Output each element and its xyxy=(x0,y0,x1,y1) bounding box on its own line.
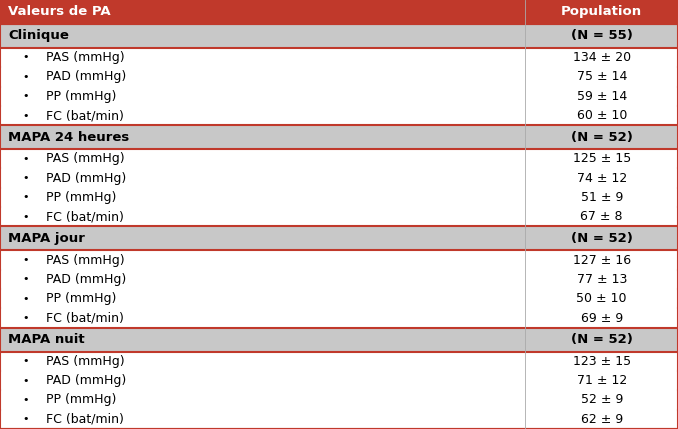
Text: •: • xyxy=(22,294,29,304)
Text: •: • xyxy=(22,91,29,101)
Bar xyxy=(0,227,678,251)
Text: 52 ± 9: 52 ± 9 xyxy=(580,393,623,407)
Text: •: • xyxy=(22,414,29,424)
Text: PAS (mmHg): PAS (mmHg) xyxy=(46,355,125,368)
Text: PAS (mmHg): PAS (mmHg) xyxy=(46,254,125,266)
Text: •: • xyxy=(22,193,29,202)
Text: 51 ± 9: 51 ± 9 xyxy=(580,191,623,204)
Text: 74 ± 12: 74 ± 12 xyxy=(576,172,627,184)
Text: 71 ± 12: 71 ± 12 xyxy=(576,374,627,387)
Text: PAS (mmHg): PAS (mmHg) xyxy=(46,51,125,64)
Text: MAPA nuit: MAPA nuit xyxy=(8,333,85,346)
Bar xyxy=(0,390,678,410)
Bar xyxy=(0,125,678,149)
Bar xyxy=(0,328,678,352)
Text: •: • xyxy=(22,356,29,366)
Bar xyxy=(0,67,678,87)
Text: •: • xyxy=(22,111,29,121)
Text: •: • xyxy=(22,275,29,284)
Bar xyxy=(0,24,678,48)
Text: PP (mmHg): PP (mmHg) xyxy=(46,191,117,204)
Bar xyxy=(0,188,678,207)
Text: PAS (mmHg): PAS (mmHg) xyxy=(46,152,125,165)
Bar xyxy=(0,48,678,67)
Bar xyxy=(0,308,678,328)
Text: •: • xyxy=(22,313,29,323)
Text: •: • xyxy=(22,376,29,386)
Text: •: • xyxy=(22,154,29,164)
Text: 134 ± 20: 134 ± 20 xyxy=(573,51,631,64)
Text: (N = 52): (N = 52) xyxy=(571,131,633,144)
Bar xyxy=(0,149,678,169)
Text: 50 ± 10: 50 ± 10 xyxy=(576,292,627,305)
Bar xyxy=(0,169,678,188)
Text: 77 ± 13: 77 ± 13 xyxy=(576,273,627,286)
Text: Population: Population xyxy=(561,6,642,18)
Text: 75 ± 14: 75 ± 14 xyxy=(576,70,627,83)
Text: 62 ± 9: 62 ± 9 xyxy=(580,413,623,426)
Bar xyxy=(0,289,678,308)
Text: 60 ± 10: 60 ± 10 xyxy=(576,109,627,122)
Text: PP (mmHg): PP (mmHg) xyxy=(46,393,117,407)
Text: PAD (mmHg): PAD (mmHg) xyxy=(46,374,126,387)
Text: (N = 52): (N = 52) xyxy=(571,333,633,346)
Text: FC (bat/min): FC (bat/min) xyxy=(46,210,124,223)
Text: PP (mmHg): PP (mmHg) xyxy=(46,292,117,305)
Bar xyxy=(0,410,678,429)
Text: 127 ± 16: 127 ± 16 xyxy=(573,254,631,266)
Text: PAD (mmHg): PAD (mmHg) xyxy=(46,172,126,184)
Text: 123 ± 15: 123 ± 15 xyxy=(573,355,631,368)
Text: Clinique: Clinique xyxy=(8,29,69,42)
Text: PAD (mmHg): PAD (mmHg) xyxy=(46,70,126,83)
Text: MAPA jour: MAPA jour xyxy=(8,232,85,245)
Text: FC (bat/min): FC (bat/min) xyxy=(46,413,124,426)
Bar xyxy=(0,0,678,24)
Text: •: • xyxy=(22,52,29,63)
Bar xyxy=(0,251,678,270)
Text: 59 ± 14: 59 ± 14 xyxy=(576,90,627,103)
Text: •: • xyxy=(22,395,29,405)
Bar xyxy=(0,87,678,106)
Bar xyxy=(0,270,678,289)
Text: •: • xyxy=(22,255,29,265)
Text: •: • xyxy=(22,72,29,82)
Text: MAPA 24 heures: MAPA 24 heures xyxy=(8,131,129,144)
Bar xyxy=(0,352,678,371)
Text: FC (bat/min): FC (bat/min) xyxy=(46,109,124,122)
Text: (N = 52): (N = 52) xyxy=(571,232,633,245)
Bar xyxy=(0,106,678,125)
Text: (N = 55): (N = 55) xyxy=(571,29,633,42)
Text: Valeurs de PA: Valeurs de PA xyxy=(8,6,111,18)
Bar xyxy=(0,371,678,390)
Text: FC (bat/min): FC (bat/min) xyxy=(46,311,124,325)
Text: •: • xyxy=(22,173,29,183)
Text: 69 ± 9: 69 ± 9 xyxy=(580,311,623,325)
Text: 125 ± 15: 125 ± 15 xyxy=(573,152,631,165)
Text: •: • xyxy=(22,212,29,222)
Text: 67 ± 8: 67 ± 8 xyxy=(580,210,623,223)
Text: PP (mmHg): PP (mmHg) xyxy=(46,90,117,103)
Bar xyxy=(0,207,678,227)
Text: PAD (mmHg): PAD (mmHg) xyxy=(46,273,126,286)
